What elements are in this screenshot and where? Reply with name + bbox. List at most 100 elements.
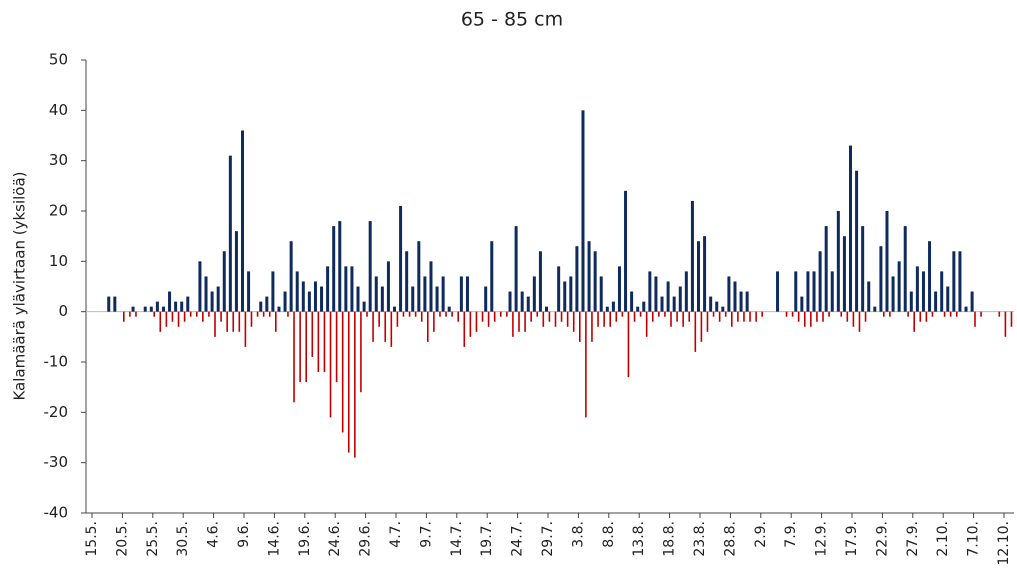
bar — [630, 291, 634, 312]
bar — [459, 276, 463, 312]
bar — [818, 251, 822, 312]
bar — [530, 311, 532, 322]
bar — [268, 311, 271, 317]
bar — [745, 291, 749, 312]
bar — [250, 311, 253, 327]
bar — [958, 251, 962, 312]
bar — [724, 311, 727, 317]
x-tick-label: 7.10. — [966, 521, 982, 557]
bar — [451, 311, 453, 317]
bar — [797, 311, 800, 322]
bar — [909, 291, 913, 312]
x-tick-label: 2.10. — [935, 521, 951, 557]
bar — [247, 271, 251, 312]
bar — [244, 311, 247, 347]
bar — [666, 281, 670, 312]
x-tick-label: 20.5. — [114, 521, 130, 557]
bar — [465, 276, 469, 312]
bar — [435, 286, 439, 312]
bar — [275, 311, 277, 332]
bar — [867, 281, 871, 312]
x-tick-label: 24.7. — [510, 521, 526, 557]
bar — [277, 306, 281, 312]
y-tick-label: 30 — [49, 151, 68, 169]
bar — [761, 311, 763, 317]
bar — [858, 311, 861, 332]
bar — [605, 306, 609, 312]
bar — [849, 145, 852, 312]
bar — [165, 311, 168, 327]
bar — [636, 306, 640, 312]
x-tick-label: 2.9. — [753, 521, 769, 548]
bar — [694, 311, 697, 352]
bar — [712, 311, 715, 317]
x-tick-label: 17.9. — [844, 521, 860, 557]
bar — [283, 291, 287, 312]
bar — [889, 311, 891, 317]
bar — [828, 311, 830, 317]
bar — [366, 311, 368, 317]
bar — [907, 311, 909, 317]
x-tick-label: 22.9. — [874, 521, 890, 557]
bar — [1004, 311, 1007, 337]
bar — [226, 311, 228, 332]
bar — [943, 311, 946, 317]
bar — [800, 296, 804, 312]
bar — [131, 306, 135, 312]
bar — [755, 311, 757, 322]
bar — [311, 311, 314, 357]
bar — [481, 311, 484, 322]
bar — [915, 266, 919, 312]
bar — [356, 286, 360, 312]
chart-title: 65 - 85 cm — [461, 9, 563, 31]
bar — [642, 301, 646, 312]
bar — [615, 311, 618, 322]
bar — [949, 311, 952, 317]
bar — [171, 311, 174, 322]
bar — [883, 311, 885, 317]
bar — [970, 291, 974, 312]
bar — [621, 311, 624, 317]
bar — [335, 311, 338, 383]
bar — [579, 311, 581, 342]
x-tick-label: 7.9. — [783, 521, 799, 548]
bar — [520, 291, 524, 312]
x-tick-label: 27.9. — [905, 521, 921, 557]
bar — [861, 226, 865, 312]
bar — [439, 311, 441, 317]
bar — [210, 291, 214, 312]
bar — [812, 271, 816, 312]
y-tick-label: 20 — [49, 202, 68, 220]
bar — [624, 190, 628, 312]
bar — [776, 271, 780, 312]
bar — [998, 311, 1001, 317]
bar — [399, 205, 403, 312]
bar — [378, 311, 380, 327]
bar — [609, 311, 611, 327]
bar — [238, 311, 241, 332]
x-tick-label: 19.7. — [479, 521, 495, 557]
bar — [423, 276, 427, 312]
x-tick-label: 24.6. — [327, 521, 343, 557]
bar — [566, 311, 569, 327]
x-tick-label: 9.6. — [236, 521, 252, 548]
bar — [836, 211, 840, 312]
bar — [463, 311, 466, 347]
bar — [830, 271, 834, 312]
bar — [186, 296, 190, 312]
x-tick-label: 28.8. — [722, 521, 738, 557]
x-tick-label: 4.6. — [206, 521, 222, 548]
x-tick-label: 29.7. — [540, 521, 556, 557]
bar — [518, 311, 520, 332]
bar — [155, 301, 159, 312]
bar — [676, 311, 678, 322]
bar — [840, 311, 843, 317]
y-tick-label: -20 — [44, 403, 69, 421]
bar — [964, 306, 968, 312]
bar — [611, 301, 615, 312]
bar — [265, 296, 269, 312]
bar — [684, 271, 688, 312]
bar — [189, 311, 192, 317]
x-tick-label: 30.5. — [175, 521, 191, 557]
bar — [174, 301, 178, 312]
